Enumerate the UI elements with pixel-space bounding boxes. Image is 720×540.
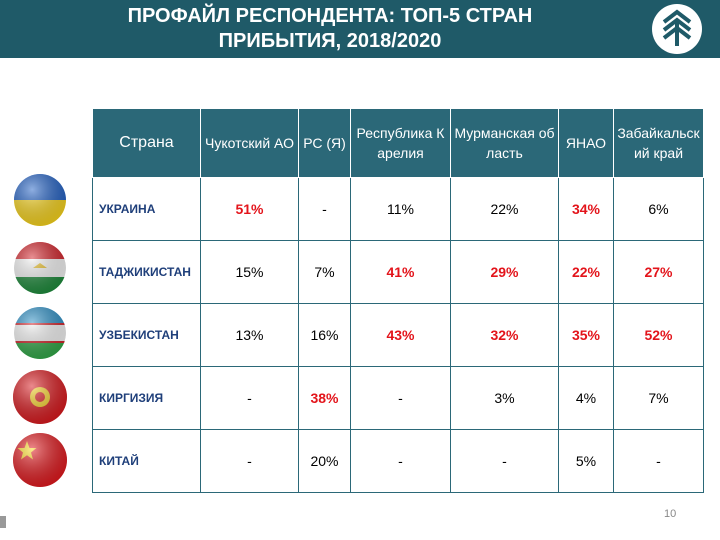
flag-kyrgyzstan bbox=[13, 370, 67, 424]
country-cell: КИТАЙ bbox=[92, 429, 201, 493]
flag-tajikistan bbox=[14, 242, 66, 294]
table: Страна Чукотский АО РС (Я) Республика Карел… bbox=[92, 108, 704, 493]
value-cell: - bbox=[613, 429, 704, 493]
column-header: Забайкальский край bbox=[613, 108, 704, 178]
value-cell: 20% bbox=[298, 429, 351, 493]
value-cell: 6% bbox=[613, 177, 704, 241]
value-cell: 7% bbox=[298, 240, 351, 304]
column-header: РС (Я) bbox=[298, 108, 351, 178]
value-cell: - bbox=[450, 429, 559, 493]
value-cell: 22% bbox=[450, 177, 559, 241]
column-header: Мурманская область bbox=[450, 108, 559, 178]
value-cell: 51% bbox=[200, 177, 299, 241]
row: ТАДЖИКИСТАН 15% 7% 41% 29% 22% 27% bbox=[92, 240, 704, 304]
country-cell: УКРАИНА bbox=[92, 177, 201, 241]
flag-china bbox=[13, 433, 67, 487]
value-cell: - bbox=[298, 177, 351, 241]
value-cell: 34% bbox=[558, 177, 614, 241]
flag-uzbekistan bbox=[14, 307, 66, 359]
value-cell: 38% bbox=[298, 366, 351, 430]
flag-ukraine bbox=[14, 174, 66, 226]
column-header: Республика Карелия bbox=[350, 108, 451, 178]
row: УЗБЕКИСТАН 13% 16% 43% 32% 35% 52% bbox=[92, 303, 704, 367]
country-cell: КИРГИЗИЯ bbox=[92, 366, 201, 430]
row: УКРАИНА 51% -11% 22% 34% 6% bbox=[92, 177, 704, 241]
value-cell: 15% bbox=[200, 240, 299, 304]
logo bbox=[652, 4, 702, 54]
value-cell: 32% bbox=[450, 303, 559, 367]
value-cell: 29% bbox=[450, 240, 559, 304]
value-cell: 22% bbox=[558, 240, 614, 304]
country-cell: ТАДЖИКИСТАН bbox=[92, 240, 201, 304]
header-row: Страна Чукотский АО РС (Я) Республика Карел… bbox=[92, 108, 704, 178]
value-cell: 43% bbox=[350, 303, 451, 367]
value-cell: - bbox=[200, 366, 299, 430]
header-bar bbox=[0, 0, 720, 58]
value-cell: 52% bbox=[613, 303, 704, 367]
value-cell: 4% bbox=[558, 366, 614, 430]
country-cell: УЗБЕКИСТАН bbox=[92, 303, 201, 367]
corner-mark bbox=[0, 516, 6, 528]
value-cell: 5% bbox=[558, 429, 614, 493]
row: КИТАЙ -20% - -5% - bbox=[92, 429, 704, 493]
value-cell: - bbox=[350, 366, 451, 430]
page-number: 10 bbox=[664, 508, 677, 520]
value-cell: 16% bbox=[298, 303, 351, 367]
value-cell: 11% bbox=[350, 177, 451, 241]
value-cell: - bbox=[350, 429, 451, 493]
value-cell: 27% bbox=[613, 240, 704, 304]
value-cell: 35% bbox=[558, 303, 614, 367]
column-header: Страна bbox=[92, 108, 201, 178]
value-cell: - bbox=[200, 429, 299, 493]
column-header: ЯНАО bbox=[558, 108, 614, 178]
value-cell: 3% bbox=[450, 366, 559, 430]
value-cell: 13% bbox=[200, 303, 299, 367]
column-header: Чукотский АО bbox=[200, 108, 299, 178]
title: ПРОФАЙЛ РЕСПОНДЕНТА: ТОП-5 СТРАН ПРИБЫТИ… bbox=[127, 5, 533, 52]
value-cell: 7% bbox=[613, 366, 704, 430]
row: КИРГИЗИЯ -38% -3% 4% 7% bbox=[92, 366, 704, 430]
value-cell: 41% bbox=[350, 240, 451, 304]
